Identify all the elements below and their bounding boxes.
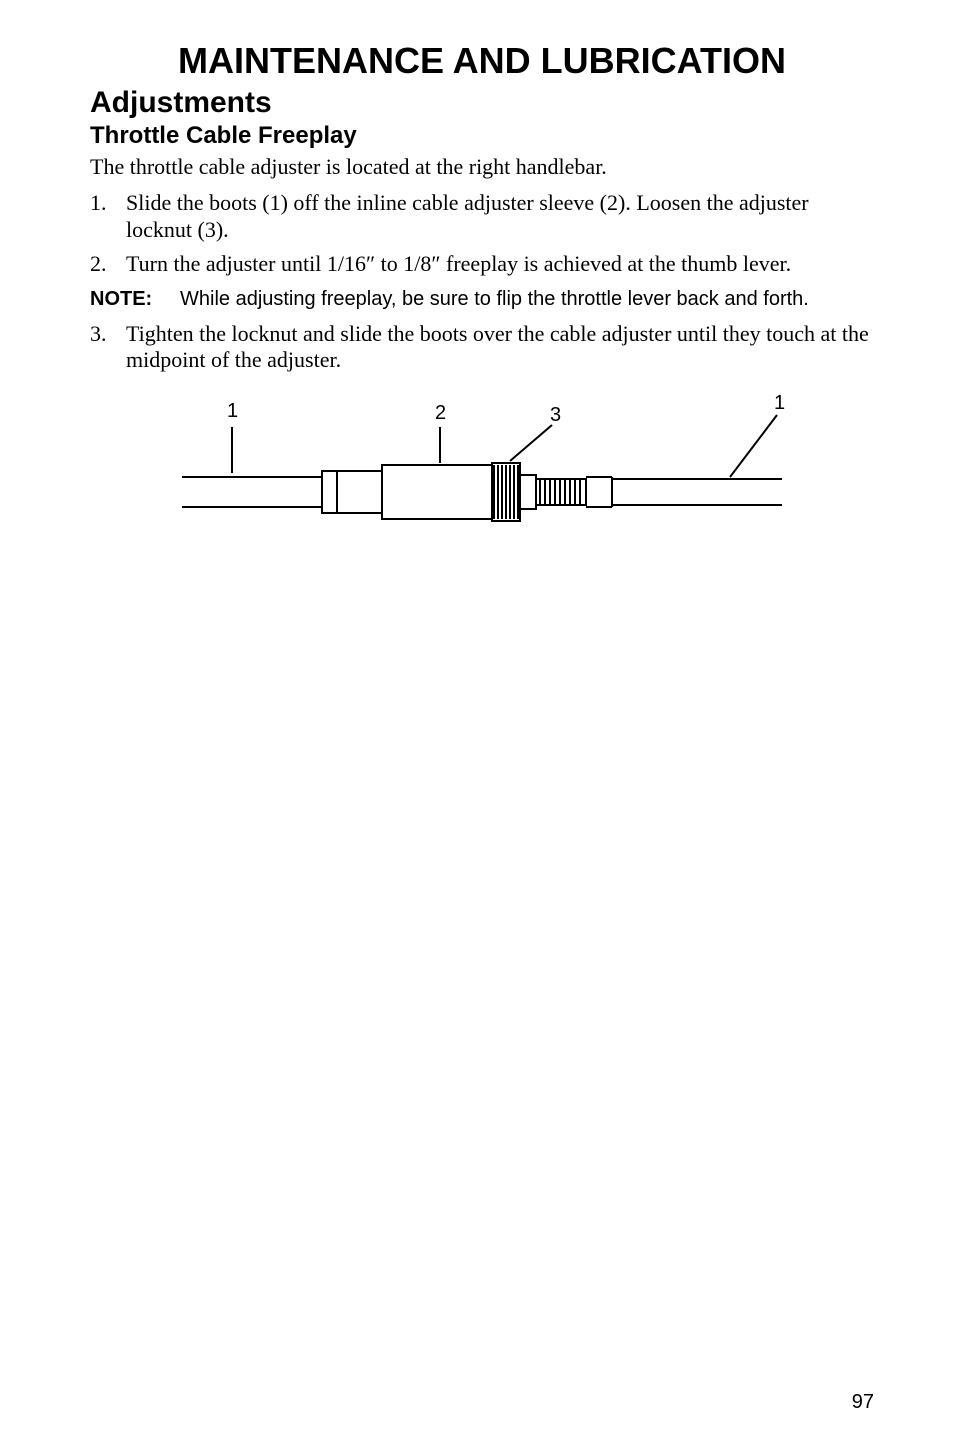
diagram-label-2: 2 [435, 402, 446, 424]
subsection-heading: Throttle Cable Freeplay [90, 122, 874, 150]
note-text: While adjusting freeplay, be sure to fli… [180, 288, 874, 311]
steps-list-1: Slide the boots (1) off the inline cable… [90, 190, 874, 277]
note-label: NOTE: [90, 288, 180, 311]
note-block: NOTE: While adjusting freeplay, be sure … [90, 288, 874, 311]
list-item: Slide the boots (1) off the inline cable… [126, 190, 874, 243]
cable-adjuster-diagram: 1 2 3 1 [172, 387, 792, 547]
diagram-label-1b: 1 [774, 392, 785, 414]
diagram-label-1: 1 [227, 400, 238, 422]
intro-text: The throttle cable adjuster is located a… [90, 154, 874, 180]
list-item: Tighten the locknut and slide the boots … [126, 321, 874, 374]
page-title: MAINTENANCE AND LUBRICATION [90, 40, 874, 82]
diagram-label-3: 3 [550, 404, 561, 426]
steps-list-2: Tighten the locknut and slide the boots … [90, 321, 874, 374]
list-item: Turn the adjuster until 1/16″ to 1/8″ fr… [126, 251, 874, 277]
section-heading: Adjustments [90, 86, 874, 120]
page-number: 97 [852, 1391, 874, 1414]
